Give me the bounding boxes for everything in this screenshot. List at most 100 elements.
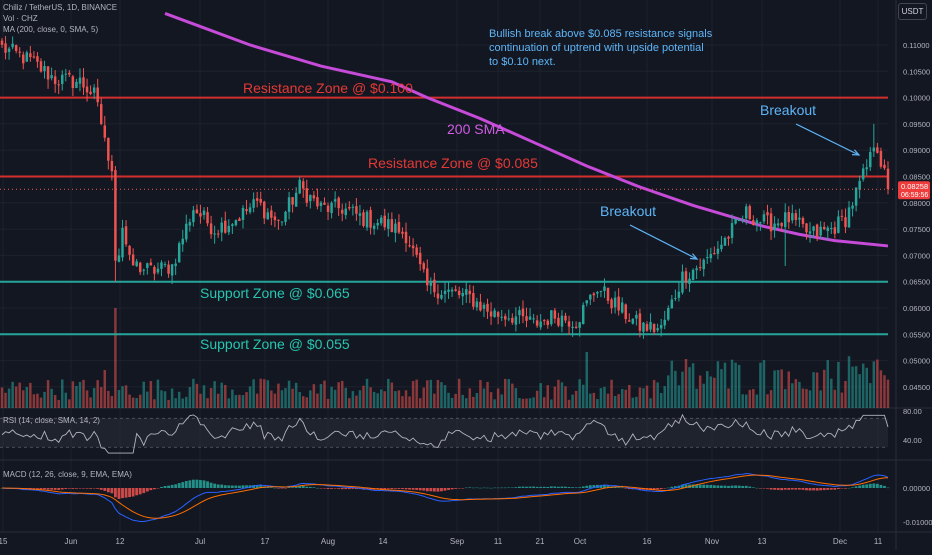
rsi-label: RSI (14, close, SMA, 14, 2)	[3, 416, 100, 425]
candle-body	[854, 187, 858, 206]
volume-bar	[624, 389, 627, 408]
annotation-note: Bullish break above $0.085 resistance si…	[489, 28, 713, 40]
candle-body	[248, 207, 252, 213]
macd-bar	[872, 483, 876, 488]
candle-body	[369, 210, 372, 228]
macd-bar	[588, 485, 592, 488]
candle-body	[110, 160, 114, 172]
candle-body	[450, 289, 454, 292]
countdown-label: 06:59:56	[901, 192, 928, 199]
macd-bar	[514, 487, 518, 488]
candle-body	[149, 262, 153, 266]
breakout-label-1: Breakout	[600, 203, 656, 219]
macd-bar	[638, 488, 642, 490]
candle-body	[117, 255, 121, 262]
macd-bar	[500, 487, 504, 489]
volume-bar	[138, 394, 142, 408]
volume-bar	[716, 361, 720, 408]
volume-bar	[883, 375, 886, 408]
candle-body	[4, 43, 7, 53]
volume-bar	[762, 360, 766, 408]
macd-bar	[479, 487, 482, 489]
candle-body	[468, 290, 472, 295]
candle-body	[107, 137, 110, 161]
volume-bar	[493, 399, 496, 408]
volume-bar	[266, 380, 270, 408]
candle-body	[716, 248, 720, 254]
candle-body	[798, 217, 801, 220]
candle-body	[631, 318, 635, 324]
time-tick-label: Sep	[450, 537, 465, 546]
candle-body	[801, 218, 805, 225]
macd-bar	[702, 484, 706, 488]
currency-button[interactable]: USDT	[898, 3, 927, 20]
candle-body	[649, 322, 652, 330]
macd-bar	[188, 480, 192, 488]
volume-bar	[454, 393, 457, 408]
volume-bar	[727, 388, 730, 408]
macd-bar	[766, 488, 769, 489]
candle-body	[383, 215, 386, 228]
volume-bar	[886, 379, 890, 408]
volume-bar	[865, 367, 868, 408]
volume-bar	[525, 398, 528, 408]
volume-bar	[737, 364, 741, 408]
macd-bar	[337, 488, 341, 489]
macd-bar	[854, 486, 858, 488]
volume-bar	[805, 389, 808, 408]
volume-bar	[96, 380, 99, 408]
volume-bar	[592, 392, 596, 408]
macd-bar	[99, 488, 103, 490]
macd-bar	[556, 486, 560, 488]
time-tick-label: 11	[494, 537, 503, 546]
macd-bar	[67, 488, 71, 489]
volume-bar	[511, 383, 514, 408]
volume-bar	[638, 387, 642, 408]
candle-body	[216, 233, 220, 235]
volume-bar	[766, 394, 769, 408]
macd-bar	[564, 486, 567, 488]
candle-body	[610, 299, 613, 309]
macd-bar	[691, 484, 695, 488]
candle-body	[564, 315, 567, 321]
candle-body	[837, 216, 840, 233]
macd-histogram	[0, 479, 890, 499]
volume-bar	[706, 371, 709, 408]
macd-bar	[259, 485, 263, 488]
volume-bar	[177, 391, 181, 408]
volume-bar	[372, 391, 376, 408]
macd-bar	[294, 486, 298, 488]
macd-bar	[121, 488, 124, 499]
macd-bar	[886, 487, 890, 489]
macd-bar	[471, 487, 475, 489]
candle-body	[652, 323, 656, 332]
candle-body	[284, 211, 287, 222]
annotation-note: to $0.10 next.	[489, 56, 556, 68]
volume-bar	[504, 378, 507, 408]
macd-bar	[883, 485, 886, 488]
volume-bar	[539, 383, 542, 408]
volume-bar	[294, 382, 298, 408]
volume-bar	[64, 392, 68, 408]
candles	[0, 36, 890, 339]
macd-bar	[323, 488, 326, 489]
macd-bar	[333, 488, 337, 489]
candle-body	[603, 286, 606, 291]
candle-body	[667, 308, 670, 320]
macd-bar	[560, 486, 564, 488]
candle-body	[589, 294, 592, 300]
macd-bar	[181, 482, 185, 488]
macd-bar	[663, 488, 667, 489]
candle-body	[535, 320, 539, 326]
candle-body	[192, 210, 195, 223]
time-tick-label: 17	[261, 537, 270, 546]
volume-bar	[674, 370, 677, 408]
volume-bar	[776, 370, 780, 408]
candle-body	[32, 56, 36, 58]
volume-bar	[840, 392, 844, 408]
volume-bar	[351, 391, 355, 408]
time-tick-label: Jul	[195, 537, 205, 546]
macd-bar	[280, 488, 284, 489]
candle-body	[404, 231, 408, 244]
